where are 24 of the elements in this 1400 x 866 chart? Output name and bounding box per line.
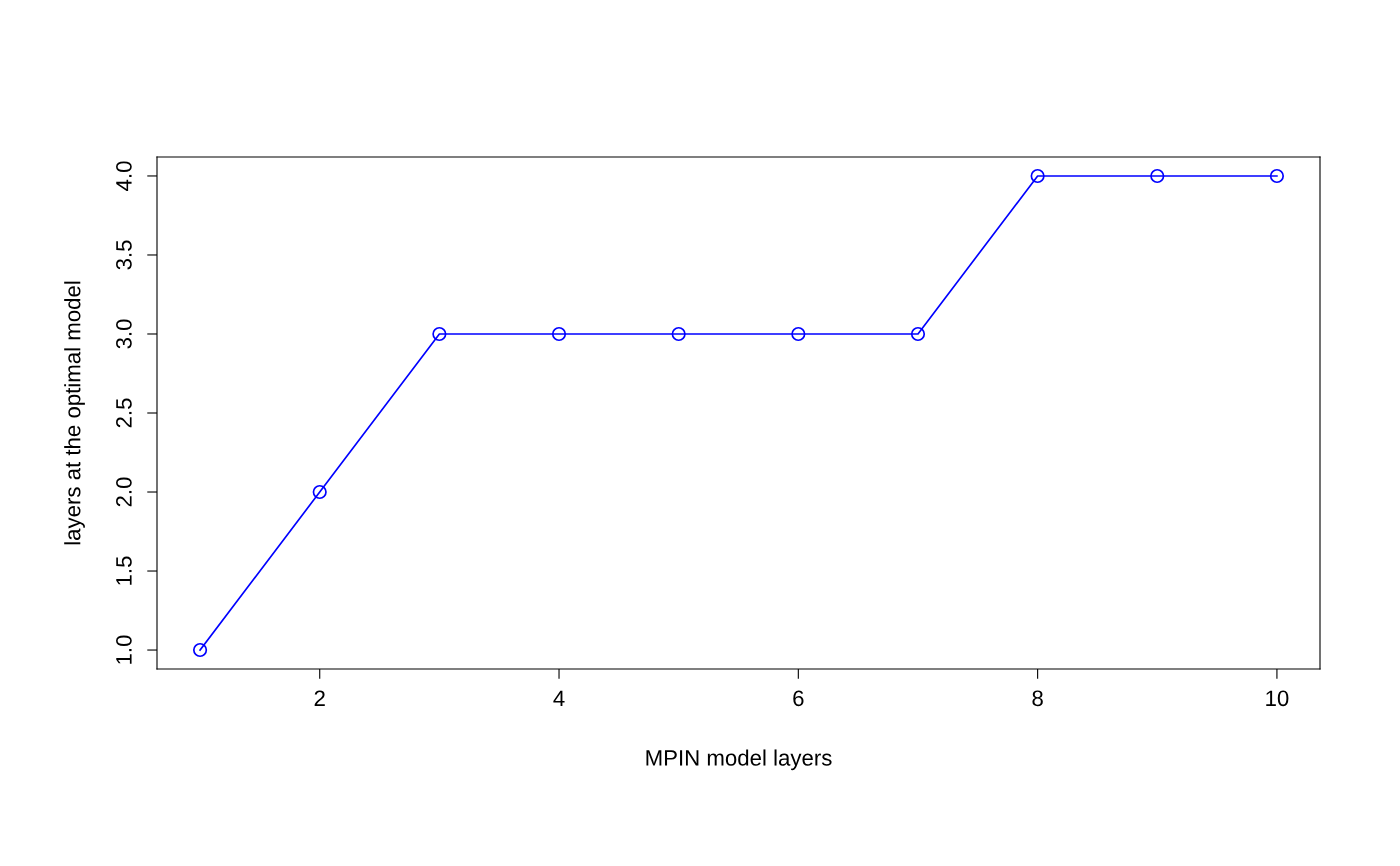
y-axis-title: layers at the optimal model [64, 281, 85, 545]
y-tick-label: 1.5 [116, 556, 132, 585]
y-tick-label: 3.5 [116, 240, 132, 270]
y-tick-label: 1.0 [116, 635, 132, 664]
x-axis-title: MPIN model layers [646, 749, 832, 771]
y-tick-label: 2.5 [116, 398, 132, 428]
point [192, 642, 208, 658]
y-tick-label: 2.0 [116, 477, 132, 507]
y-tick-label: 3.0 [116, 319, 132, 349]
y-tick-label: 4.0 [116, 161, 132, 191]
point [432, 326, 447, 342]
point [1150, 168, 1165, 184]
point [671, 326, 686, 342]
x-tick-label: 4 [553, 690, 565, 706]
x-tick-label: 8 [1032, 690, 1043, 707]
point [551, 326, 567, 342]
x-tick-label: 2 [314, 690, 325, 706]
point [910, 326, 926, 342]
x-tick-label: 6 [793, 690, 804, 707]
point [791, 326, 806, 342]
x-tick-label: 10 [1266, 690, 1289, 707]
point [1030, 168, 1045, 184]
point [1269, 168, 1285, 184]
point [312, 484, 327, 500]
